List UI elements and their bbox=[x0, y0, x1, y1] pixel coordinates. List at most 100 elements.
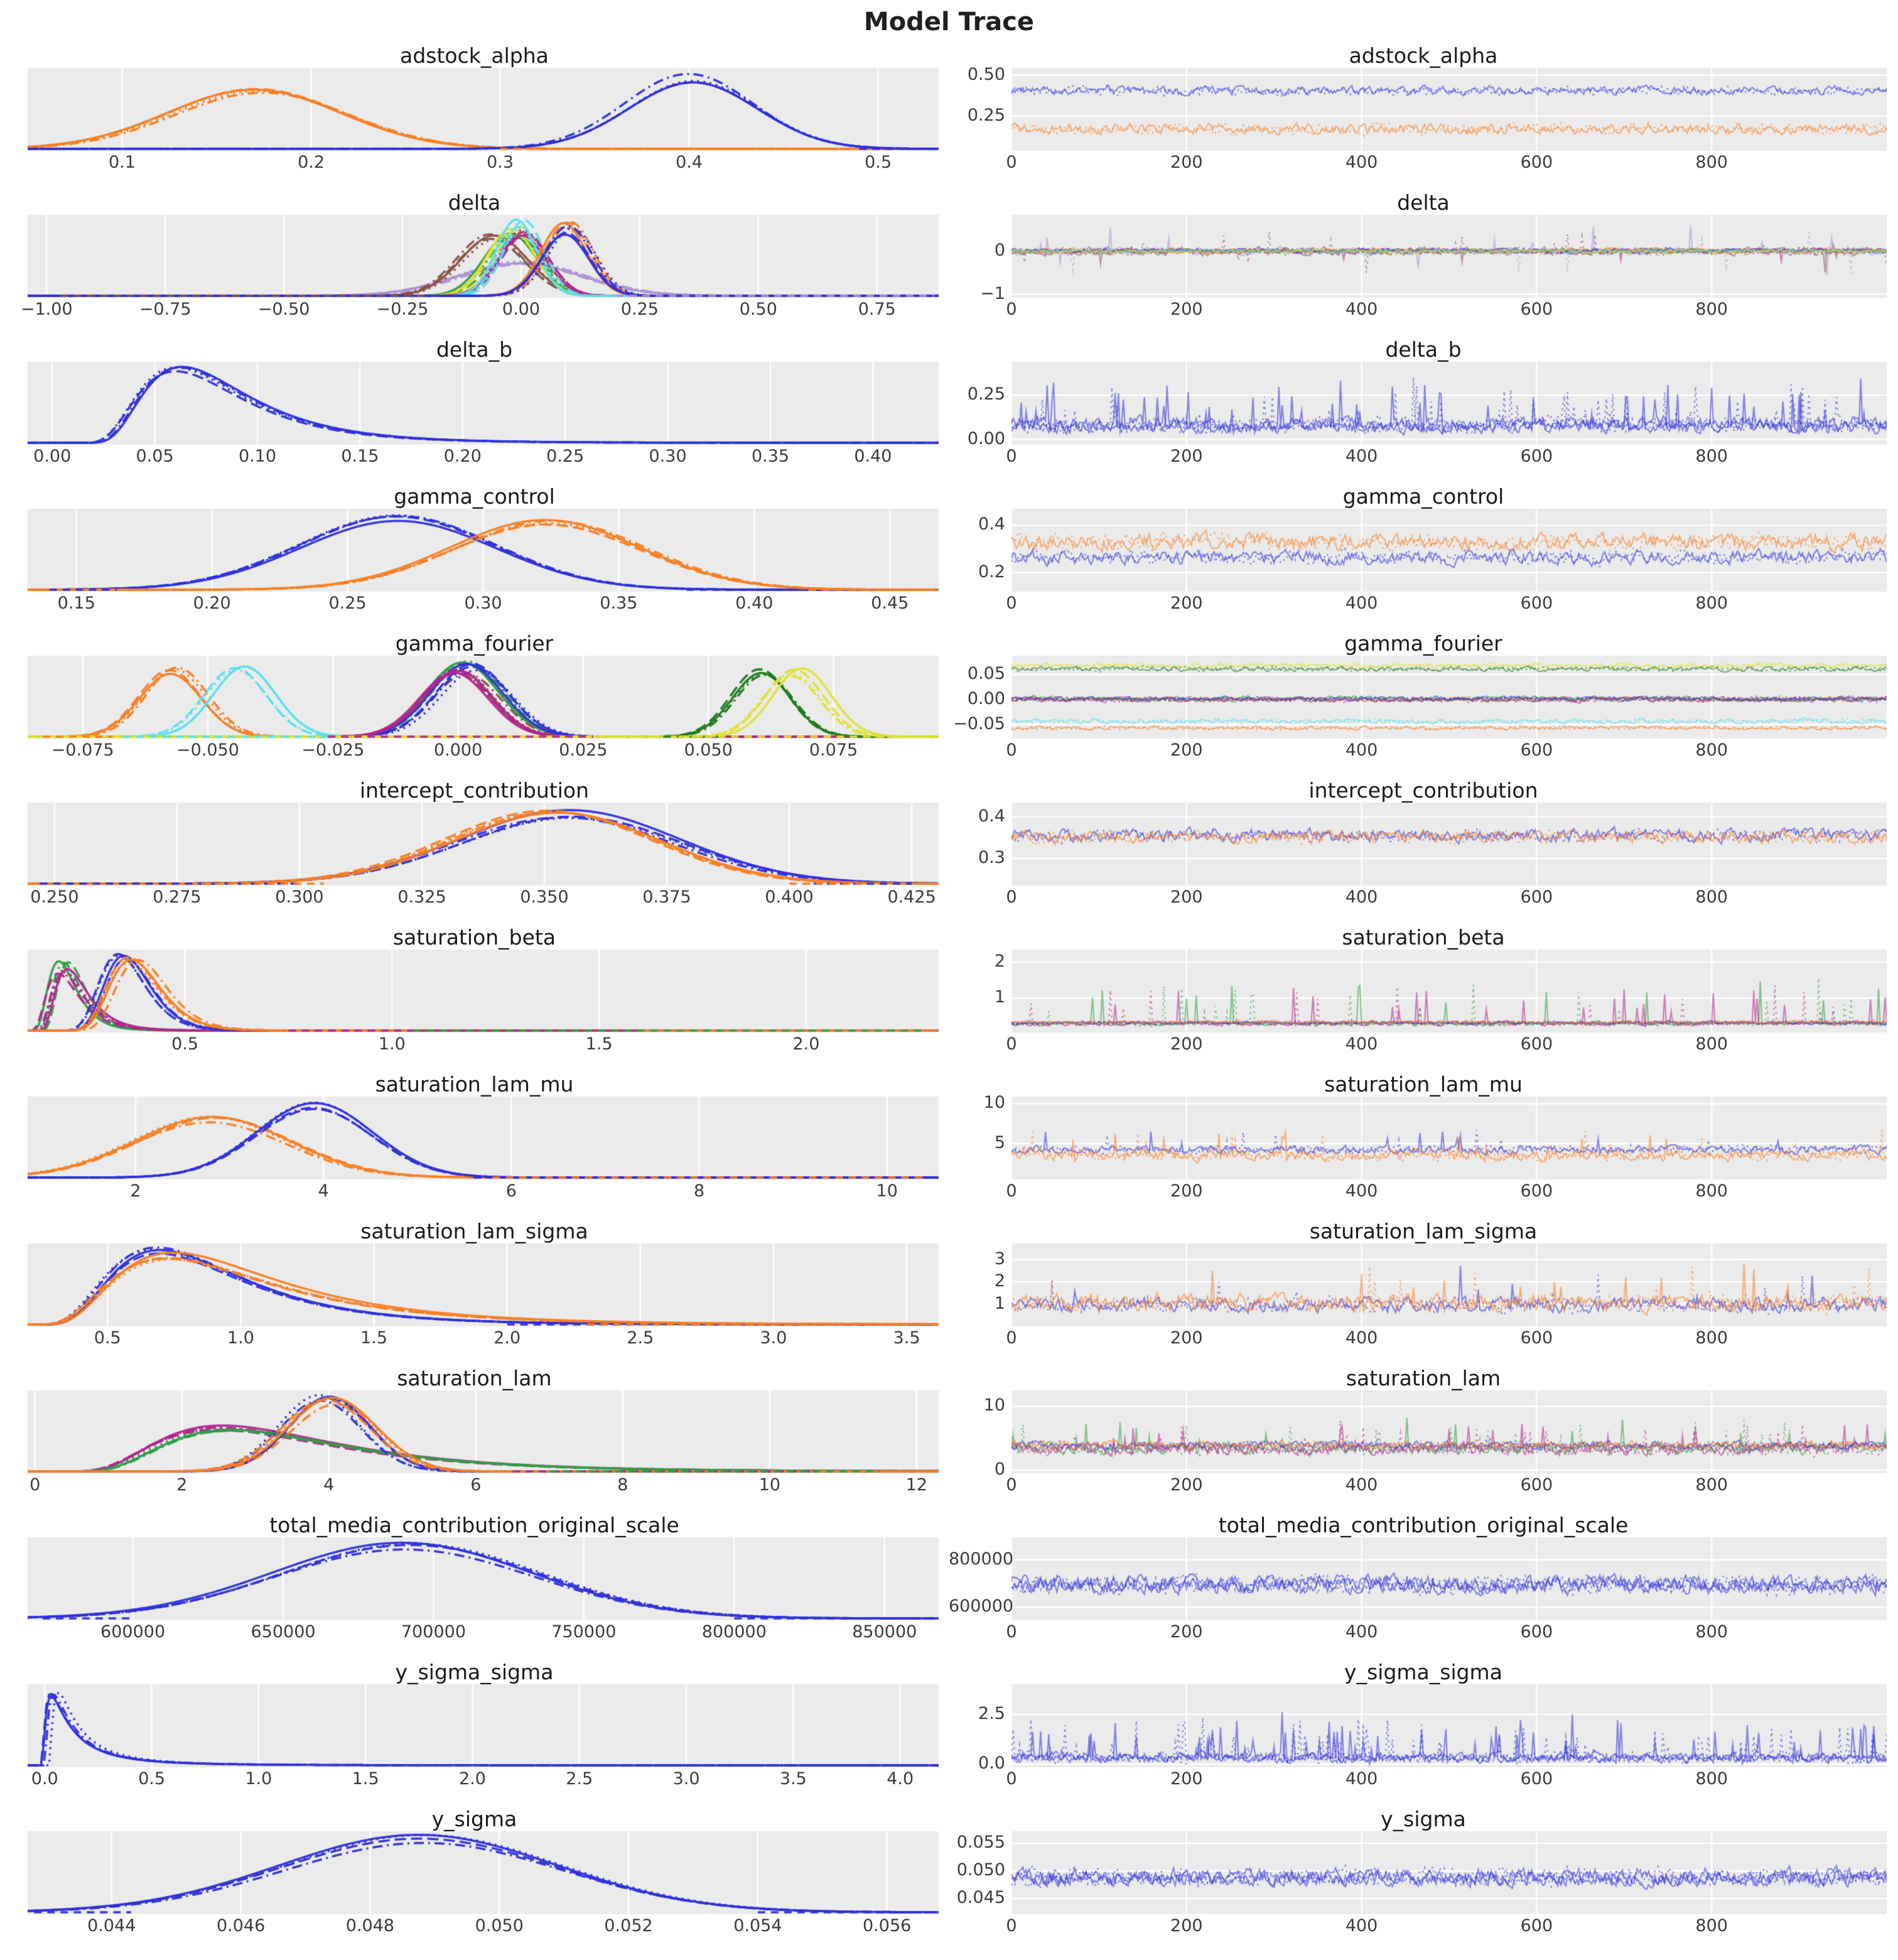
x-tick-label: 0 bbox=[1006, 1916, 1017, 1936]
x-tick-label: 600 bbox=[1520, 153, 1553, 172]
plot-title: adstock_alpha bbox=[1349, 43, 1498, 68]
trace-panel: gamma_fourier 0 200 400 600 800 0.05 0.00 −0.0… bbox=[949, 628, 1898, 775]
param-row: gamma_control 0.15 0.20 0.25 0.30 0.35 0.40 0.… bbox=[0, 481, 1898, 628]
x-axis-ticks: −1.00 −0.75 −0.50 −0.25 0.00 0.25 0.50 0.75 bbox=[21, 298, 939, 323]
x-tick-label: 600 bbox=[1520, 1622, 1553, 1642]
x-tick-label: 600 bbox=[1520, 593, 1553, 613]
plot-title: intercept_contribution bbox=[1308, 778, 1538, 803]
x-tick-label: 400 bbox=[1345, 593, 1378, 613]
x-tick-label: 0.400 bbox=[765, 887, 814, 907]
x-tick-label: 700000 bbox=[401, 1622, 466, 1642]
x-tick-label: 0.075 bbox=[809, 740, 858, 760]
param-row: total_media_contribution_original_scale … bbox=[0, 1510, 1898, 1657]
y-tick-label: 2 bbox=[994, 1271, 1005, 1291]
kde-canvas bbox=[28, 1390, 939, 1473]
x-tick-label: 200 bbox=[1170, 887, 1203, 907]
x-tick-label: 0.3 bbox=[487, 153, 514, 172]
x-tick-label: 0.5 bbox=[94, 1328, 121, 1348]
x-tick-label: 850000 bbox=[852, 1622, 917, 1642]
x-tick-label: 0.25 bbox=[328, 593, 367, 613]
x-tick-label: 1.0 bbox=[245, 1769, 272, 1789]
trace-panel: total_media_contribution_original_scale … bbox=[949, 1510, 1898, 1657]
x-tick-label: 0.35 bbox=[751, 447, 790, 466]
x-tick-label: 400 bbox=[1345, 887, 1378, 907]
x-tick-label: 0.15 bbox=[341, 447, 379, 466]
x-tick-label: 12 bbox=[905, 1475, 928, 1495]
x-axis-ticks: −0.075 −0.050 −0.025 0.000 0.025 0.050 0.075 bbox=[28, 739, 939, 764]
x-tick-label: 0 bbox=[1006, 740, 1017, 760]
x-tick-label: −1.00 bbox=[20, 300, 73, 319]
param-row: intercept_contribution 0.250 0.275 0.300 0.… bbox=[0, 775, 1898, 922]
x-tick-label: 600 bbox=[1520, 1328, 1553, 1348]
x-tick-label: 1.5 bbox=[352, 1769, 379, 1789]
x-tick-label: 10 bbox=[758, 1475, 781, 1495]
kde-canvas bbox=[28, 362, 939, 445]
y-tick-label: 0.055 bbox=[956, 1833, 1005, 1853]
x-axis-ticks: 0 2 4 6 8 10 12 bbox=[28, 1473, 939, 1498]
trace-panel: delta_b 0 200 400 600 800 0.25 0.00 bbox=[949, 334, 1898, 481]
x-tick-label: 0.75 bbox=[858, 300, 896, 319]
trace-canvas bbox=[1011, 1243, 1887, 1326]
plot-title: saturation_lam_mu bbox=[375, 1072, 574, 1096]
trace-canvas bbox=[1011, 803, 1887, 885]
x-tick-label: 0.05 bbox=[136, 447, 174, 466]
y-tick-label: 0.0 bbox=[978, 1753, 1005, 1773]
x-tick-label: 0.00 bbox=[502, 300, 541, 319]
kde-panel: saturation_lam_sigma 0.5 1.0 1.5 2.0 2.5 3.0 3… bbox=[0, 1216, 949, 1363]
x-tick-label: 400 bbox=[1345, 1622, 1378, 1642]
y-tick-label: 800000 bbox=[949, 1549, 1014, 1569]
plot-title: gamma_control bbox=[394, 484, 555, 509]
kde-panel: delta_b 0.00 0.05 0.10 0.15 0.20 0.25 0.30 0.35… bbox=[0, 334, 949, 481]
kde-canvas bbox=[28, 950, 939, 1032]
trace-panel: saturation_beta 0 200 400 600 800 2 1 bbox=[949, 922, 1898, 1069]
x-tick-label: 400 bbox=[1345, 300, 1378, 319]
trace-panel: saturation_lam 0 200 400 600 800 10 0 bbox=[949, 1363, 1898, 1510]
plot-title: delta bbox=[1397, 190, 1450, 215]
x-tick-label: 2.0 bbox=[493, 1328, 521, 1348]
x-tick-label: 400 bbox=[1345, 1034, 1378, 1054]
y-tick-label: 0 bbox=[994, 1459, 1005, 1479]
x-tick-label: 800 bbox=[1695, 887, 1728, 907]
x-tick-label: 800 bbox=[1695, 153, 1728, 172]
x-tick-label: 0.25 bbox=[620, 300, 659, 319]
trace-canvas bbox=[1011, 1537, 1887, 1620]
y-tick-label: 1 bbox=[994, 987, 1005, 1007]
x-tick-label: 800 bbox=[1695, 1034, 1728, 1054]
x-tick-label: 400 bbox=[1345, 153, 1378, 172]
plot-title: gamma_fourier bbox=[1344, 631, 1502, 656]
x-axis-ticks: 2 4 6 8 10 bbox=[28, 1179, 939, 1205]
x-tick-label: 0 bbox=[1006, 300, 1017, 319]
x-axis-ticks: 0 200 400 600 800 bbox=[1006, 1620, 1887, 1645]
x-tick-label: 2.0 bbox=[792, 1034, 820, 1054]
x-axis-ticks: 0 200 400 600 800 bbox=[1006, 1914, 1887, 1939]
x-tick-label: 400 bbox=[1345, 1916, 1378, 1936]
x-tick-label: 0.375 bbox=[642, 887, 691, 907]
x-tick-label: 400 bbox=[1345, 1475, 1378, 1495]
y-tick-label: 1 bbox=[994, 1293, 1005, 1313]
x-tick-label: 0.20 bbox=[193, 593, 231, 613]
x-tick-label: −0.050 bbox=[176, 740, 239, 760]
x-tick-label: 800 bbox=[1695, 740, 1728, 760]
x-tick-label: 0.325 bbox=[397, 887, 446, 907]
x-tick-label: 2.5 bbox=[627, 1328, 654, 1348]
x-tick-label: 0.350 bbox=[520, 887, 569, 907]
plot-title: saturation_lam_sigma bbox=[360, 1219, 588, 1243]
x-tick-label: 400 bbox=[1345, 1328, 1378, 1348]
plot-title: saturation_lam_sigma bbox=[1309, 1219, 1538, 1243]
x-tick-label: 0.35 bbox=[600, 593, 638, 613]
x-tick-label: 200 bbox=[1170, 300, 1203, 319]
kde-canvas bbox=[28, 656, 939, 739]
x-tick-label: 800 bbox=[1695, 1475, 1728, 1495]
x-tick-label: 600 bbox=[1520, 887, 1553, 907]
x-tick-label: 650000 bbox=[251, 1622, 316, 1642]
x-tick-label: 0 bbox=[1006, 1181, 1017, 1201]
kde-canvas bbox=[28, 803, 939, 885]
y-tick-label: −1 bbox=[980, 283, 1005, 303]
kde-canvas bbox=[28, 1537, 939, 1620]
x-tick-label: 750000 bbox=[551, 1622, 617, 1642]
kde-canvas bbox=[28, 1243, 939, 1326]
trace-canvas bbox=[1011, 1096, 1887, 1179]
x-tick-label: 0.050 bbox=[684, 740, 733, 760]
plot-title: delta bbox=[448, 190, 501, 215]
x-axis-ticks: 0 200 400 600 800 bbox=[1006, 151, 1887, 176]
